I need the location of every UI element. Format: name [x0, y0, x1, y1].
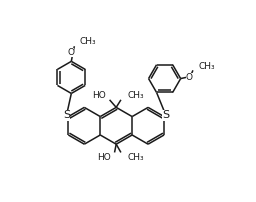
- Text: S: S: [63, 110, 70, 120]
- Text: O: O: [186, 73, 193, 82]
- Text: HO: HO: [97, 153, 111, 162]
- Text: O: O: [67, 48, 74, 57]
- Text: HO: HO: [92, 91, 106, 100]
- Text: CH₃: CH₃: [198, 62, 215, 70]
- Text: CH₃: CH₃: [80, 38, 97, 46]
- Text: S: S: [162, 110, 169, 120]
- Text: CH₃: CH₃: [127, 91, 144, 100]
- Text: CH₃: CH₃: [127, 153, 144, 162]
